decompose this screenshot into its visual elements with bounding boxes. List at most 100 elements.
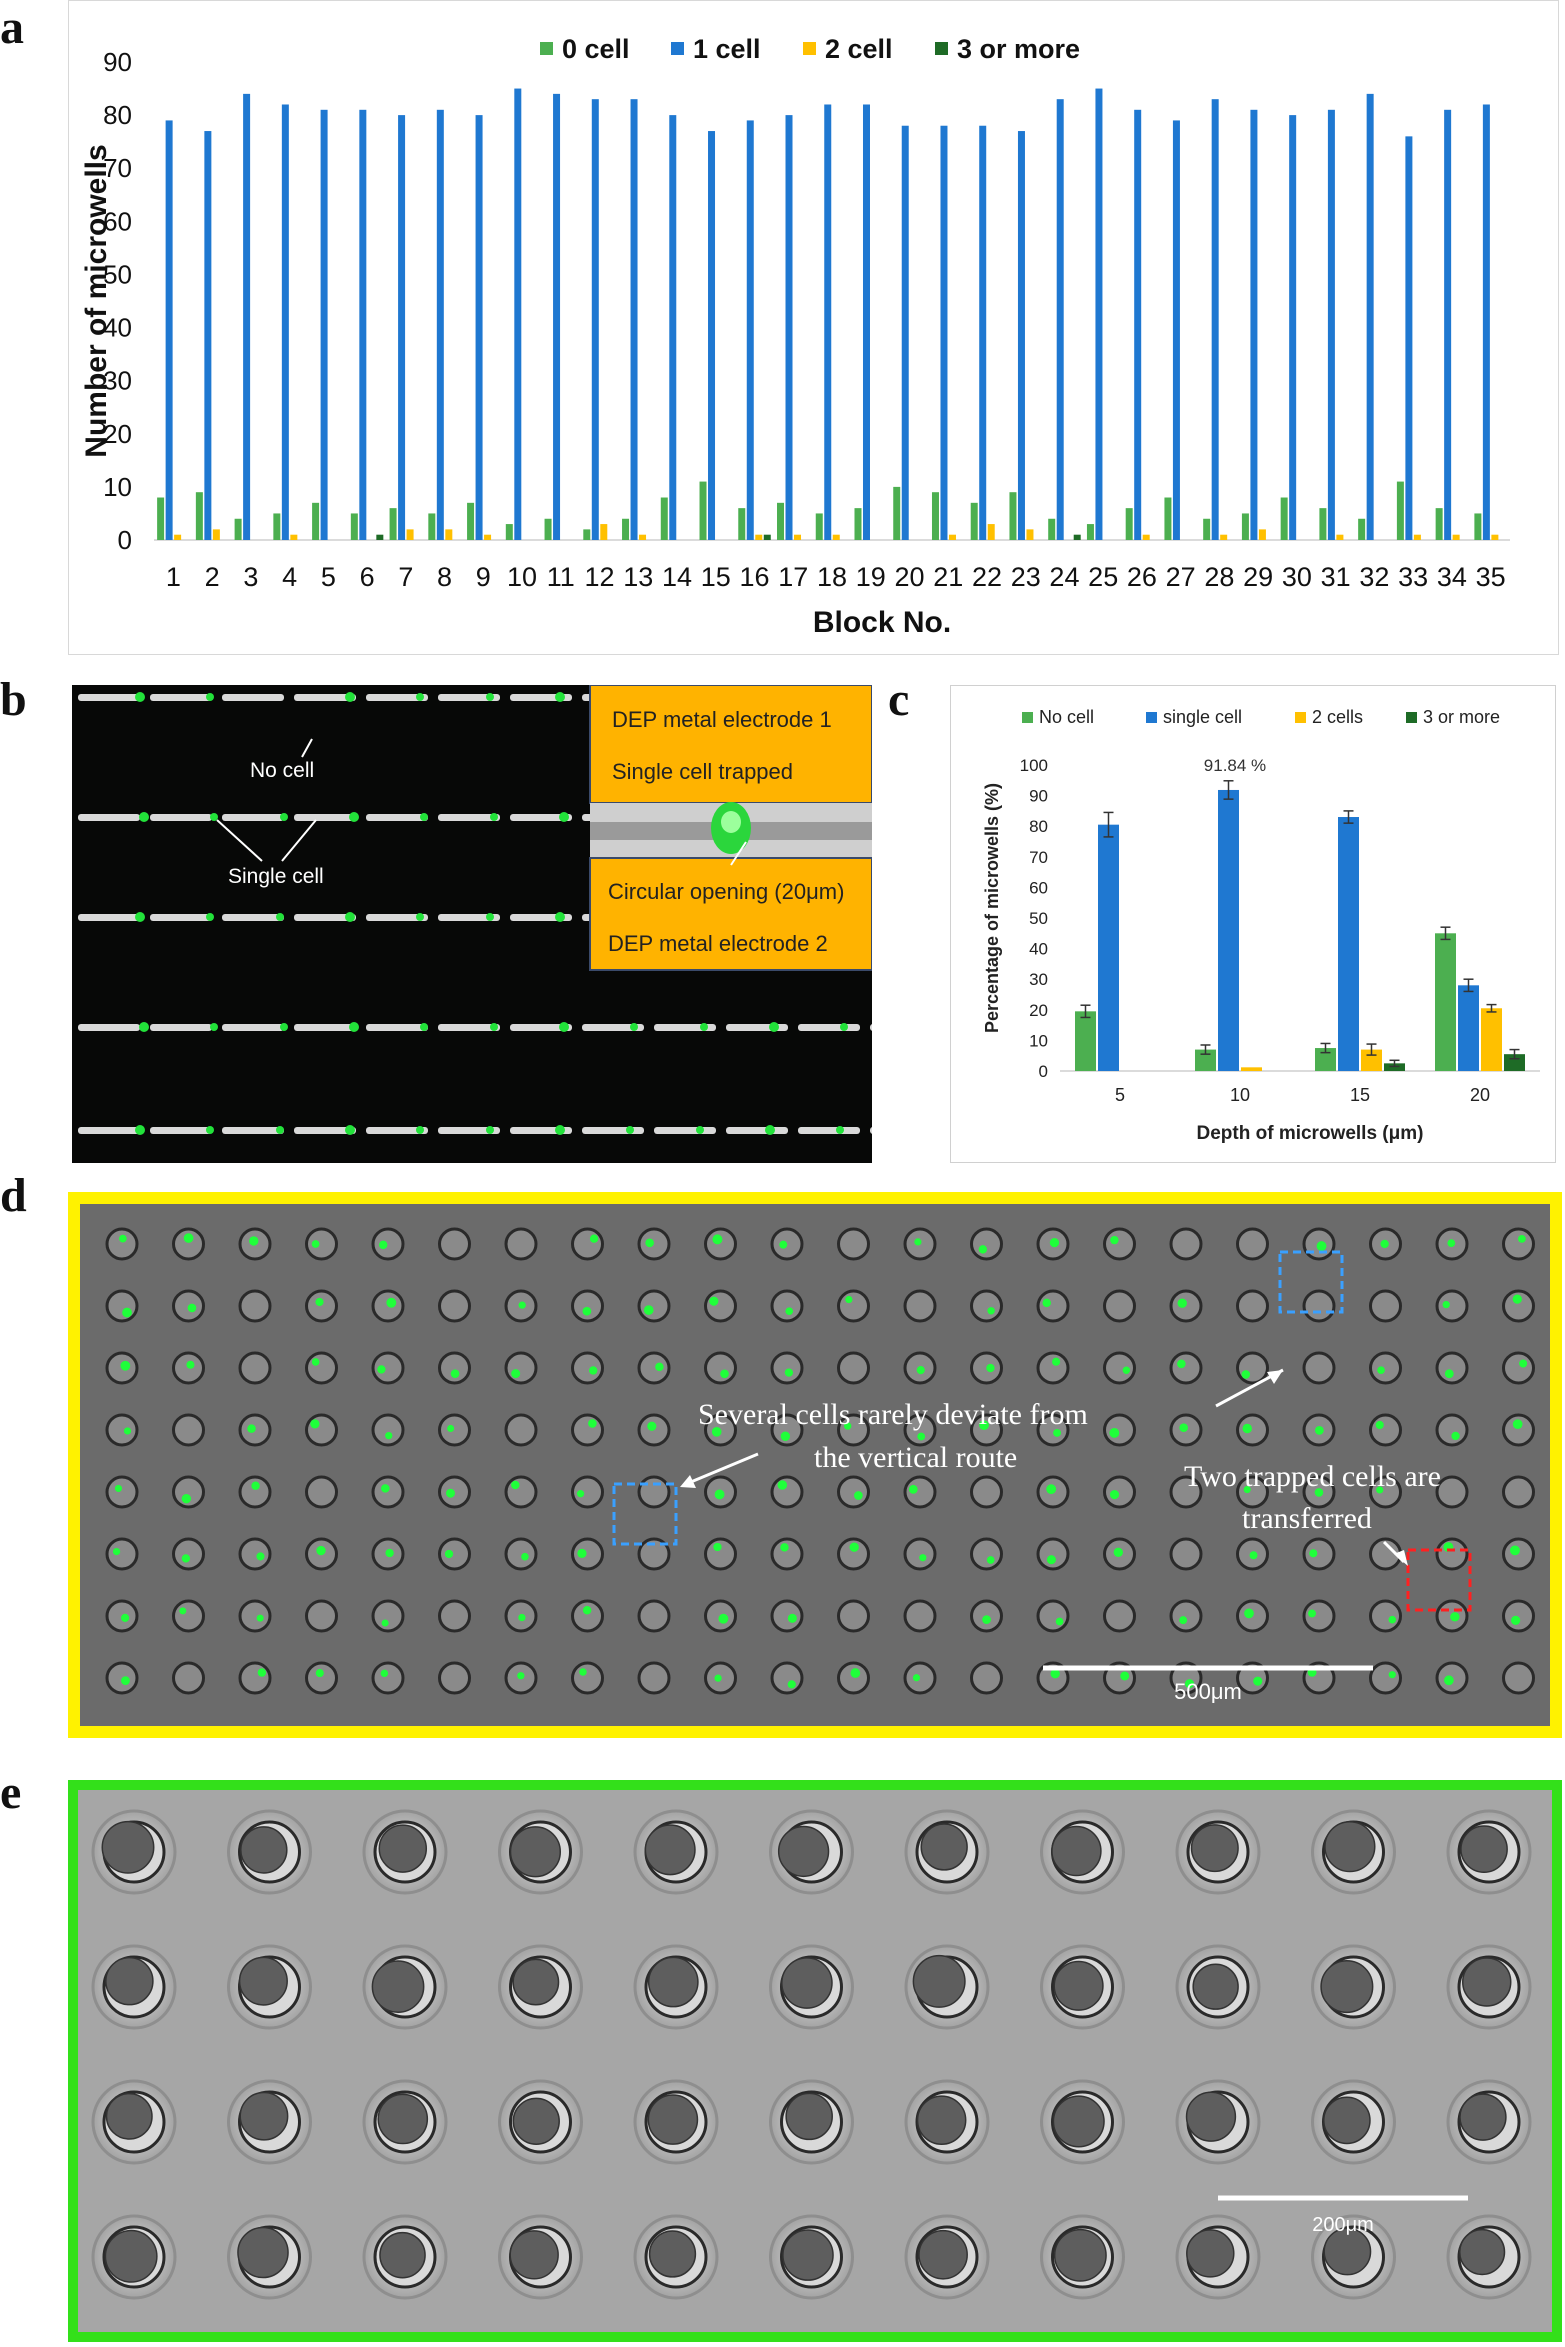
cell-body [1186,2229,1235,2278]
trapped-cell [345,912,355,922]
x-tick-label: 5 [321,562,336,592]
x-tick-label: 11 [547,562,575,592]
microwell [1435,1537,1469,1571]
trapped-cell [696,1126,704,1134]
bar [622,518,630,540]
inset-top-line1: DEP metal electrode 1 [612,707,832,732]
bar [1358,518,1366,540]
y-tick-label: 0 [1039,1062,1048,1081]
bar [1241,1067,1262,1071]
cell-body [781,1957,833,2009]
cell-fluorescence [647,1421,657,1431]
cell-fluorescence [1113,1547,1123,1558]
bar [428,513,436,540]
x-tick-label: 3 [243,562,258,592]
microwell [371,1351,405,1385]
electrode-segment [438,1024,500,1031]
cell-fluorescence [784,1368,794,1377]
panel-letter-b: b [0,673,27,726]
cell-fluorescence [311,1240,320,1248]
cell-body [512,1958,560,2006]
cell-body [1323,2227,1372,2276]
cell-fluorescence [1377,1366,1385,1375]
microwell [637,1351,671,1385]
cell-body [105,2092,153,2140]
cell-body [912,1954,966,2008]
microwell [704,1351,737,1385]
bar [553,93,561,540]
cell-fluorescence [1512,1419,1523,1430]
bar [1220,534,1228,540]
legend-swatch [1146,712,1157,723]
x-tick-label: 31 [1321,562,1351,592]
panel-letter-a: a [0,1,24,54]
cell-body [916,2095,967,2145]
trapped-cell [280,813,288,821]
cell-fluorescence [643,1305,654,1315]
x-tick-label: 15 [1350,1085,1370,1105]
x-tick-label: 13 [623,562,653,592]
scale-bar-500-label: 500μm [1174,1679,1242,1704]
dep-trap-micrograph: DEP metal electrode 1 Single cell trappe… [72,685,872,1163]
trapped-cell [276,913,284,921]
microwell [1169,1537,1203,1571]
cell-fluorescence [714,1674,722,1682]
cell-fluorescence [444,1549,454,1559]
trapped-cell [630,1023,638,1031]
x-tick-label: 30 [1282,562,1312,592]
bar [1413,534,1421,540]
bar [862,104,870,540]
cell-fluorescence [1177,1359,1186,1369]
cell-fluorescence [1451,1431,1460,1441]
microwell [438,1289,471,1323]
x-tick-label: 7 [398,562,413,592]
cell-body [1460,1825,1508,1874]
bar [290,534,298,540]
cell-fluorescence [247,1424,256,1433]
microwell [903,1289,937,1323]
cell-fluorescence [919,1554,927,1562]
cell-fluorescence [1444,1369,1454,1379]
x-tick-label: 16 [739,562,769,592]
microwell [305,1227,338,1261]
microwell [1036,1289,1070,1323]
cell-fluorescence [777,1480,788,1490]
legend-label: 0 cell [562,34,630,64]
microwell [1435,1351,1469,1385]
legend-label: 2 cell [825,34,893,64]
bar [1405,136,1413,540]
microwell [105,1537,139,1571]
y-tick-label: 50 [1029,909,1048,928]
microwell [704,1537,737,1571]
microwell [172,1475,205,1509]
cell-fluorescence [718,1613,729,1624]
trapped-cell [349,1022,359,1032]
electrode-segment [294,694,356,701]
cell-body [105,1956,154,2006]
bar [350,513,358,540]
bar [484,534,492,540]
microwell [438,1227,471,1261]
cell-fluorescence [381,1619,389,1627]
microwell [305,1351,338,1385]
microwell [1502,1661,1535,1695]
bar [763,534,771,540]
y-axis-label: Percentage of microwells (%) [982,783,1002,1033]
microwell [305,1289,338,1323]
cell-fluorescence [446,1488,456,1498]
legend-label: 1 cell [693,34,761,64]
cell-fluorescence [1243,1485,1251,1494]
electrode-segment [582,1024,644,1031]
microwell [1169,1289,1203,1323]
x-tick-label: 20 [894,562,924,592]
y-tick-label: 30 [103,366,132,396]
bar [204,131,212,541]
microwell [571,1475,604,1509]
x-tick-label: 10 [1230,1085,1250,1105]
microwell [371,1475,405,1509]
microwell [1103,1413,1136,1447]
bar [931,492,939,540]
microwell [371,1413,405,1447]
electrode-segment [366,1127,428,1134]
electrode-segment [294,814,356,821]
